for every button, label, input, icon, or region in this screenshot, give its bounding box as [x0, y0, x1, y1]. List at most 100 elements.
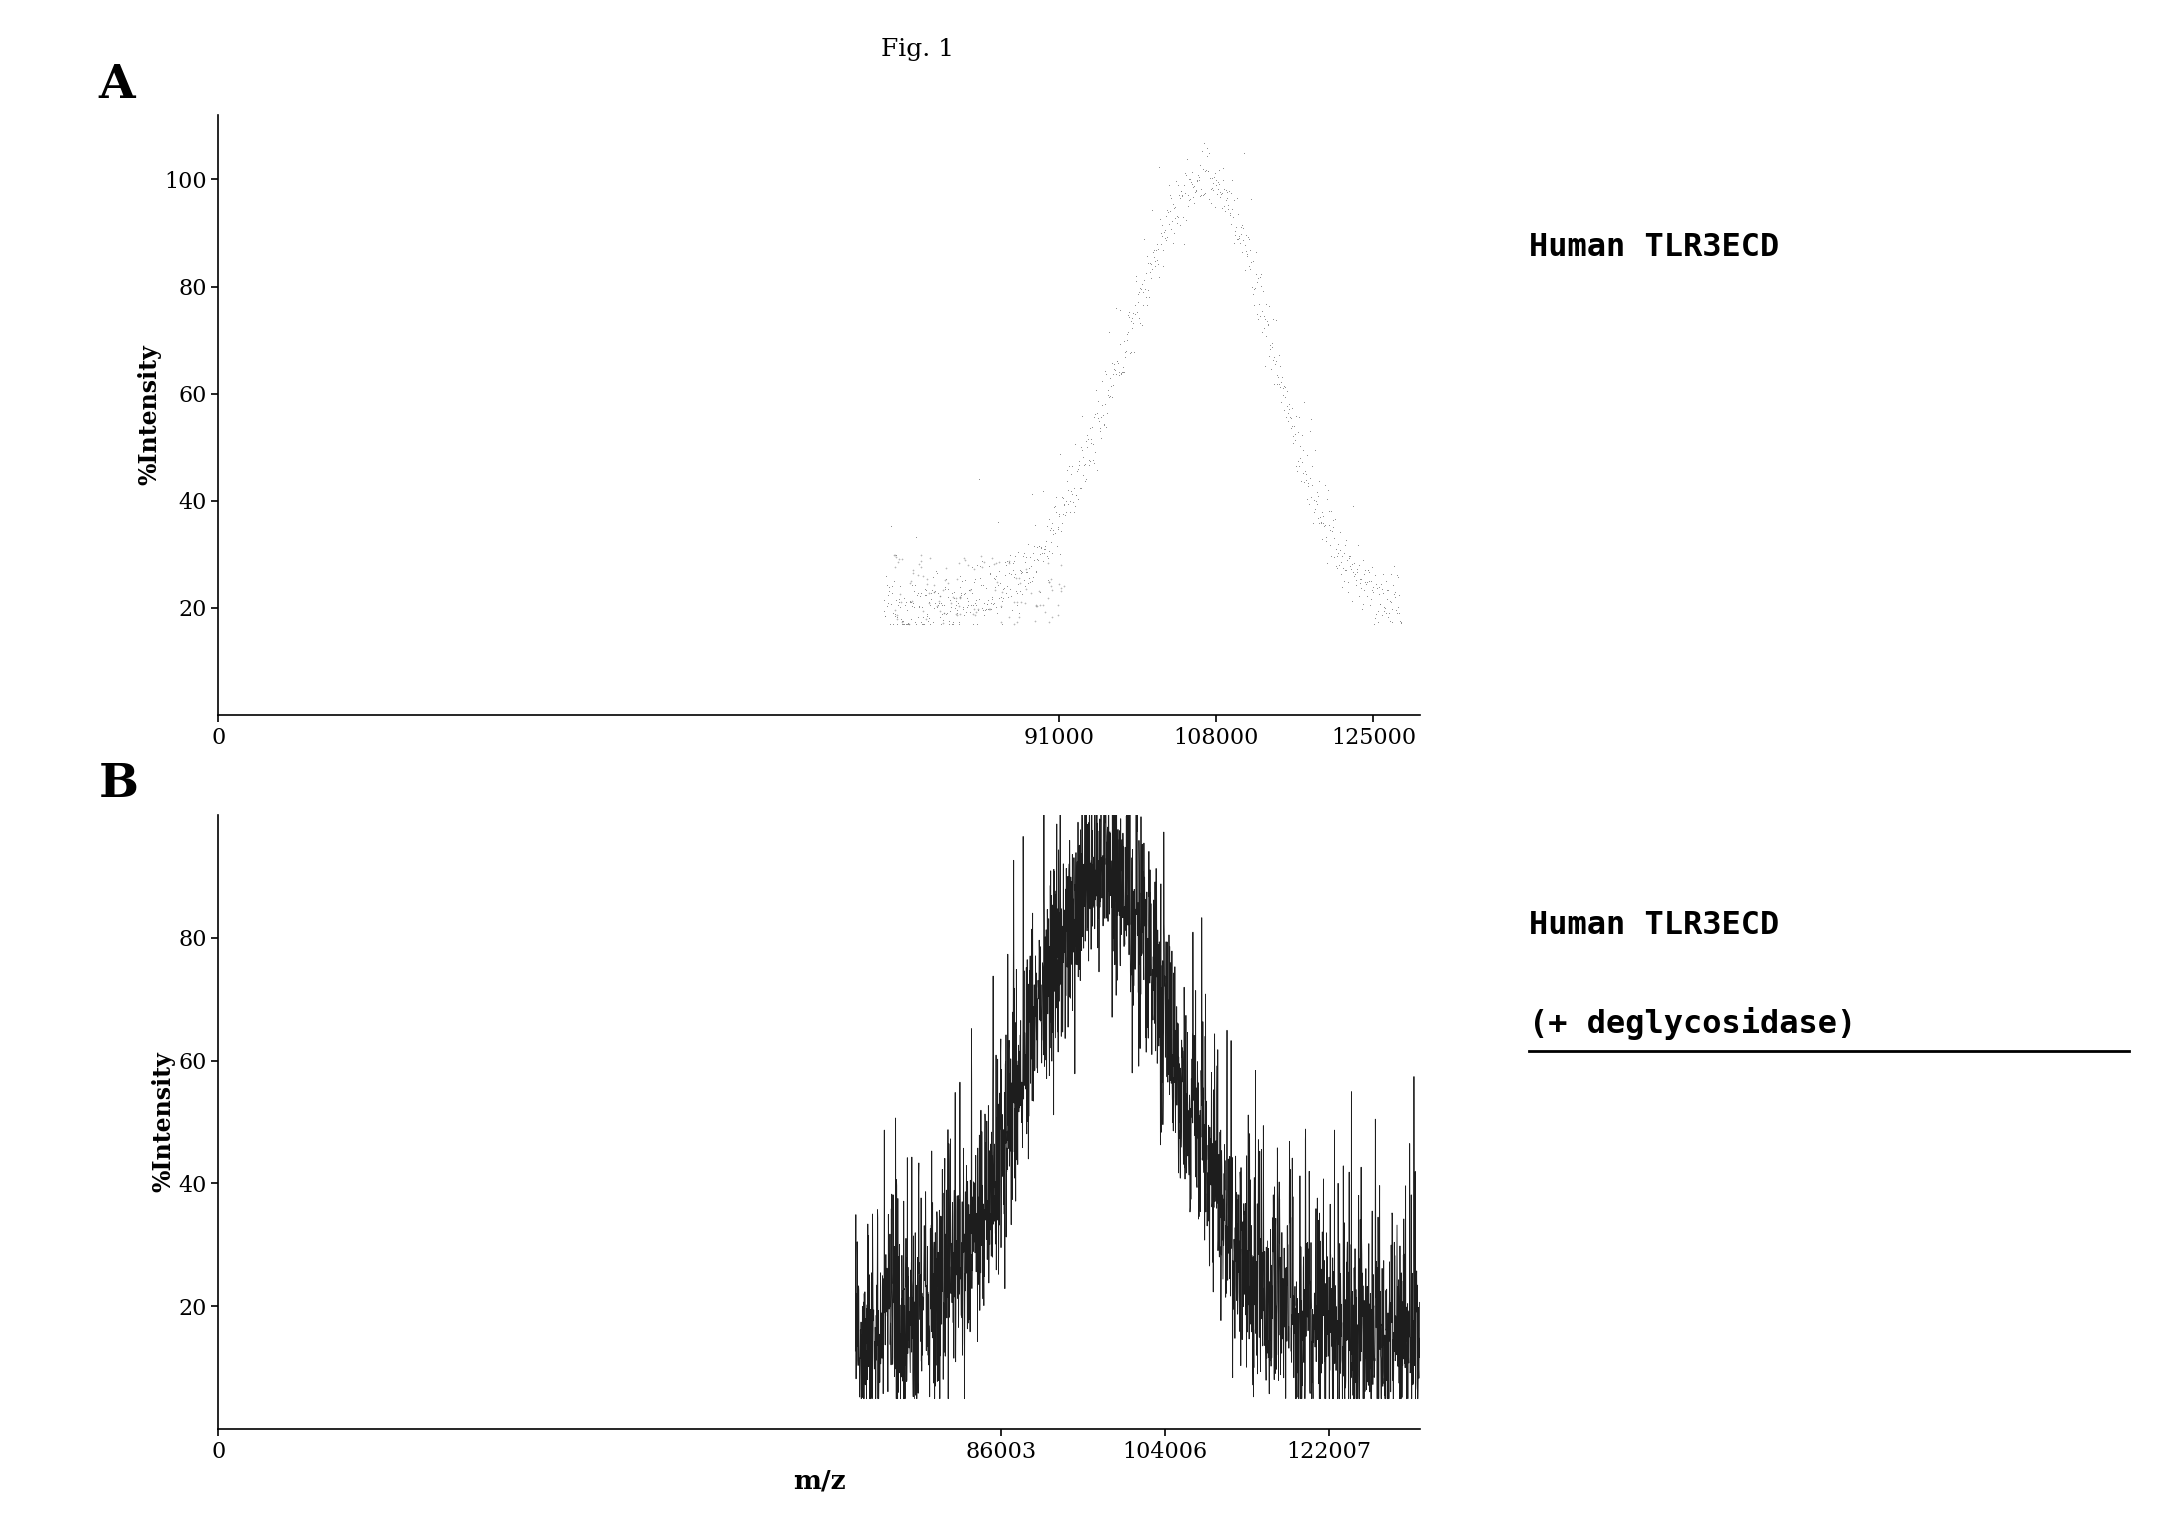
Point [1374, 589, 1409, 613]
Point [1158, 221, 1192, 246]
Point [1315, 507, 1350, 532]
Point [1219, 223, 1254, 247]
Point [935, 612, 970, 636]
Point [1013, 544, 1048, 569]
Point [1088, 412, 1123, 437]
Point [1280, 460, 1315, 484]
Point [913, 593, 948, 618]
Point [867, 598, 902, 622]
Point [911, 590, 946, 615]
Point [1055, 483, 1090, 507]
Point [987, 563, 1022, 587]
Point [876, 569, 911, 593]
Point [915, 564, 950, 589]
Point [1057, 500, 1092, 524]
Point [891, 612, 926, 636]
Point [1031, 569, 1066, 593]
Point [1066, 463, 1101, 487]
Point [1315, 515, 1350, 539]
Point [1267, 384, 1302, 409]
Point [994, 561, 1029, 586]
Point [1267, 375, 1302, 400]
Point [1142, 221, 1177, 246]
Point [1334, 589, 1369, 613]
Point [1002, 572, 1037, 596]
Point [889, 612, 924, 636]
Point [1197, 195, 1232, 220]
Point [1140, 237, 1175, 261]
Point [1120, 300, 1155, 324]
Point [1260, 343, 1295, 367]
Point [1107, 344, 1142, 369]
Point [891, 612, 926, 636]
Point [1208, 188, 1243, 212]
Point [1295, 453, 1330, 478]
Point [1037, 495, 1072, 520]
Point [1337, 563, 1372, 587]
Point [1000, 590, 1035, 615]
Point [1358, 603, 1393, 627]
Point [1031, 586, 1066, 610]
Point [1243, 304, 1278, 329]
Point [1326, 556, 1361, 581]
Point [1000, 572, 1035, 596]
Point [985, 576, 1020, 601]
Point [919, 558, 954, 583]
Point [1164, 178, 1199, 203]
Point [939, 567, 974, 592]
Text: Human TLR3ECD: Human TLR3ECD [1529, 910, 1780, 941]
Point [959, 593, 994, 618]
Text: Fig. 1: Fig. 1 [880, 38, 954, 61]
Point [954, 581, 989, 606]
Point [1072, 417, 1107, 441]
Point [922, 584, 957, 609]
Point [941, 590, 976, 615]
Point [1186, 131, 1221, 155]
Point [1088, 363, 1123, 387]
Point [1299, 489, 1334, 513]
Point [1243, 261, 1278, 286]
Point [1153, 200, 1188, 224]
Point [1317, 507, 1352, 532]
Point [939, 593, 974, 618]
Point [1221, 223, 1256, 247]
Point [882, 587, 917, 612]
Point [1216, 218, 1251, 243]
Point [1302, 504, 1337, 529]
Point [974, 584, 1009, 609]
Point [1324, 544, 1358, 569]
Point [1348, 558, 1382, 583]
Point [1035, 518, 1070, 543]
Point [1114, 340, 1149, 364]
Point [1378, 598, 1413, 622]
Point [878, 603, 913, 627]
Point [1380, 595, 1415, 619]
Point [909, 578, 943, 603]
Point [1070, 435, 1105, 460]
Point [976, 592, 1011, 616]
Point [1295, 472, 1330, 496]
Point [1140, 251, 1175, 275]
Point [1374, 590, 1409, 615]
Point [926, 601, 961, 626]
Point [1059, 486, 1094, 510]
Point [1026, 533, 1061, 558]
Point [1247, 306, 1282, 330]
Point [1044, 552, 1079, 576]
Point [911, 567, 946, 592]
Point [1131, 251, 1166, 275]
Point [1343, 576, 1378, 601]
Point [1031, 570, 1066, 595]
Point [1011, 555, 1046, 579]
Point [941, 603, 976, 627]
Point [904, 595, 939, 619]
Point [871, 579, 906, 604]
Point [928, 555, 963, 579]
Point [1164, 184, 1199, 209]
Point [1057, 475, 1092, 500]
Point [1306, 504, 1341, 529]
Point [937, 595, 972, 619]
Point [1077, 440, 1112, 464]
Point [1372, 601, 1406, 626]
Point [1258, 344, 1293, 369]
